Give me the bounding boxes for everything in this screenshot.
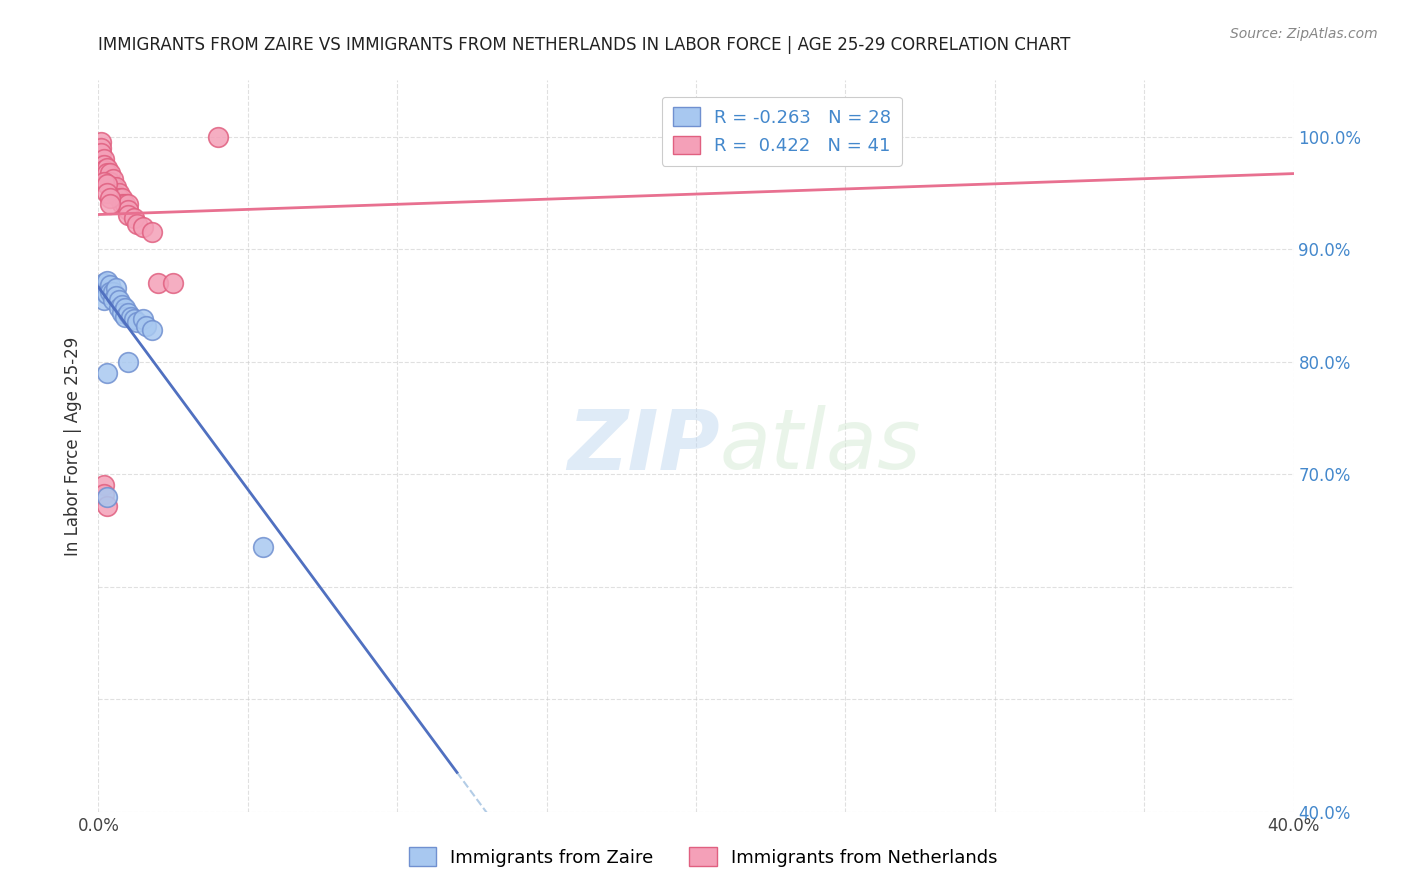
Point xyxy=(93,152,115,166)
Point xyxy=(103,293,125,307)
Point xyxy=(117,202,139,217)
Point xyxy=(162,276,184,290)
Legend: Immigrants from Zaire, Immigrants from Netherlands: Immigrants from Zaire, Immigrants from N… xyxy=(401,840,1005,874)
Point xyxy=(108,186,131,200)
Point xyxy=(105,188,128,202)
Point xyxy=(207,129,229,144)
Point xyxy=(93,169,115,183)
Point xyxy=(108,191,131,205)
Point xyxy=(96,499,118,513)
Point xyxy=(141,323,163,337)
Y-axis label: In Labor Force | Age 25-29: In Labor Force | Age 25-29 xyxy=(65,336,83,556)
Point xyxy=(132,311,155,326)
Point xyxy=(111,306,134,320)
Point xyxy=(90,146,112,161)
Point xyxy=(98,278,122,293)
Point xyxy=(124,311,146,326)
Point xyxy=(117,208,139,222)
Point xyxy=(132,219,155,234)
Point xyxy=(90,141,112,155)
Point xyxy=(93,285,115,299)
Point xyxy=(103,285,125,299)
Point xyxy=(148,276,170,290)
Point xyxy=(105,281,128,295)
Point xyxy=(114,301,136,315)
Point xyxy=(96,177,118,191)
Point xyxy=(114,197,136,211)
Text: atlas: atlas xyxy=(720,406,921,486)
Point xyxy=(111,191,134,205)
Point xyxy=(96,366,118,380)
Point xyxy=(93,276,115,290)
Point xyxy=(98,191,122,205)
Point xyxy=(96,161,118,175)
Point xyxy=(93,158,115,172)
Point xyxy=(98,165,122,179)
Point xyxy=(108,301,131,315)
Point xyxy=(98,197,122,211)
Point xyxy=(111,298,134,312)
Point xyxy=(98,285,122,299)
Point xyxy=(135,318,157,333)
Text: ZIP: ZIP xyxy=(567,406,720,486)
Point xyxy=(103,172,125,186)
Point xyxy=(105,180,128,194)
Point xyxy=(96,287,118,301)
Point xyxy=(127,315,149,329)
Point xyxy=(93,163,115,178)
Point xyxy=(111,197,134,211)
Point xyxy=(96,490,118,504)
Point xyxy=(124,211,146,225)
Legend: R = -0.263   N = 28, R =  0.422   N = 41: R = -0.263 N = 28, R = 0.422 N = 41 xyxy=(662,96,903,166)
Point xyxy=(114,310,136,324)
Point xyxy=(108,293,131,307)
Point xyxy=(120,310,142,324)
Text: IMMIGRANTS FROM ZAIRE VS IMMIGRANTS FROM NETHERLANDS IN LABOR FORCE | AGE 25-29 : IMMIGRANTS FROM ZAIRE VS IMMIGRANTS FROM… xyxy=(98,36,1071,54)
Point xyxy=(252,541,274,555)
Point xyxy=(141,225,163,239)
Text: Source: ZipAtlas.com: Source: ZipAtlas.com xyxy=(1230,27,1378,41)
Point xyxy=(98,175,122,189)
Point xyxy=(96,165,118,179)
Point xyxy=(117,306,139,320)
Point xyxy=(96,175,118,189)
Point xyxy=(96,186,118,200)
Point xyxy=(127,217,149,231)
Point xyxy=(93,487,115,501)
Point xyxy=(90,158,112,172)
Point xyxy=(93,175,115,189)
Point xyxy=(117,354,139,368)
Point xyxy=(96,274,118,288)
Point xyxy=(93,478,115,492)
Point xyxy=(103,180,125,194)
Point xyxy=(98,180,122,194)
Point xyxy=(90,135,112,149)
Point xyxy=(93,293,115,307)
Point xyxy=(105,289,128,303)
Point xyxy=(117,197,139,211)
